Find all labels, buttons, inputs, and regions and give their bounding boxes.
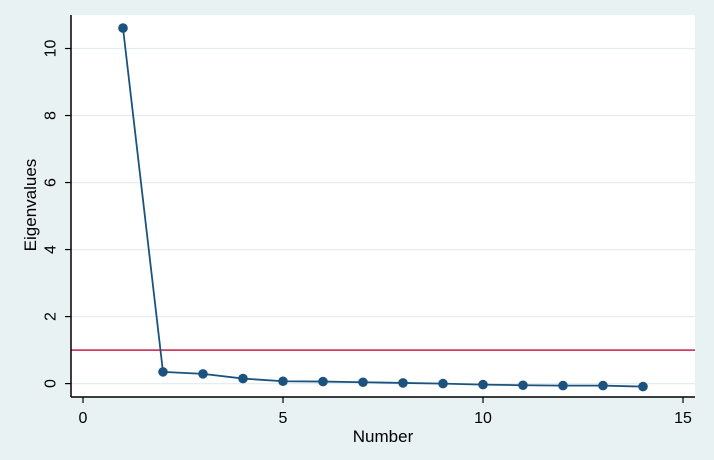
- data-point: [278, 376, 288, 387]
- data-point: [478, 379, 488, 390]
- y-tick-label: 4: [43, 245, 60, 254]
- y-axis-title: Eigenvalues: [21, 158, 40, 252]
- data-point: [238, 373, 248, 384]
- eigenvalue-line: [122, 27, 644, 388]
- data-point: [558, 380, 568, 391]
- x-tick-label: 15: [674, 410, 692, 427]
- y-tick-label: 0: [43, 379, 60, 388]
- data-point: [318, 376, 328, 387]
- data-point: [358, 377, 368, 388]
- data-point: [198, 369, 208, 379]
- x-axis-title: Number: [352, 427, 414, 446]
- data-point: [158, 367, 168, 377]
- y-tick-label: 2: [43, 312, 60, 321]
- data-point: [638, 381, 648, 392]
- x-tick-label: 5: [279, 410, 288, 427]
- plot-area: [71, 15, 695, 397]
- x-tick-label: 0: [79, 410, 88, 427]
- data-point: [598, 380, 608, 391]
- y-tick-label: 8: [43, 111, 60, 120]
- x-tick-label: 10: [474, 410, 492, 427]
- y-tick-label: 10: [43, 40, 60, 58]
- data-point: [438, 378, 448, 389]
- data-point: [518, 380, 528, 391]
- y-tick-label: 6: [43, 178, 60, 187]
- data-point: [398, 378, 408, 388]
- data-point: [118, 23, 128, 33]
